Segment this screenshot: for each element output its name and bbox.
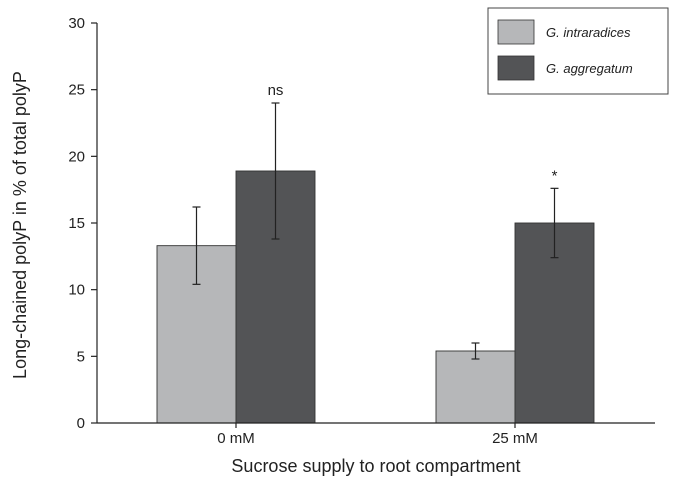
y-tick-label: 30 — [68, 15, 85, 32]
x-axis-title: Sucrose supply to root compartment — [231, 456, 520, 476]
legend-swatch-g-intraradices — [497, 19, 535, 45]
y-tick-label: 25 — [68, 82, 85, 99]
y-tick-label: 10 — [68, 282, 85, 299]
significance-label: ns — [268, 82, 284, 99]
plot-area: ns * — [156, 82, 595, 424]
y-axis-title: Long-chained polyP in % of total polyP — [10, 71, 30, 379]
legend-label-g-intraradices: G. intraradices — [546, 25, 631, 40]
legend-label-g-aggregatum: G. aggregatum — [546, 61, 633, 76]
legend-swatch-g-aggregatum — [497, 55, 535, 81]
y-tick-label: 20 — [68, 148, 85, 165]
significance-label: * — [552, 167, 558, 184]
bar-g-intraradices-1 — [435, 350, 516, 424]
x-axis-categories: 0 mM 25 mM — [217, 423, 538, 447]
y-axis-ticks: 0 5 10 15 20 25 30 — [68, 15, 97, 432]
x-category-label: 25 mM — [492, 430, 538, 447]
x-category-label: 0 mM — [217, 430, 255, 447]
y-tick-label: 5 — [77, 348, 85, 365]
y-tick-label: 15 — [68, 215, 85, 232]
y-tick-label: 0 — [77, 415, 85, 432]
legend: G. intraradices G. aggregatum — [487, 7, 669, 95]
